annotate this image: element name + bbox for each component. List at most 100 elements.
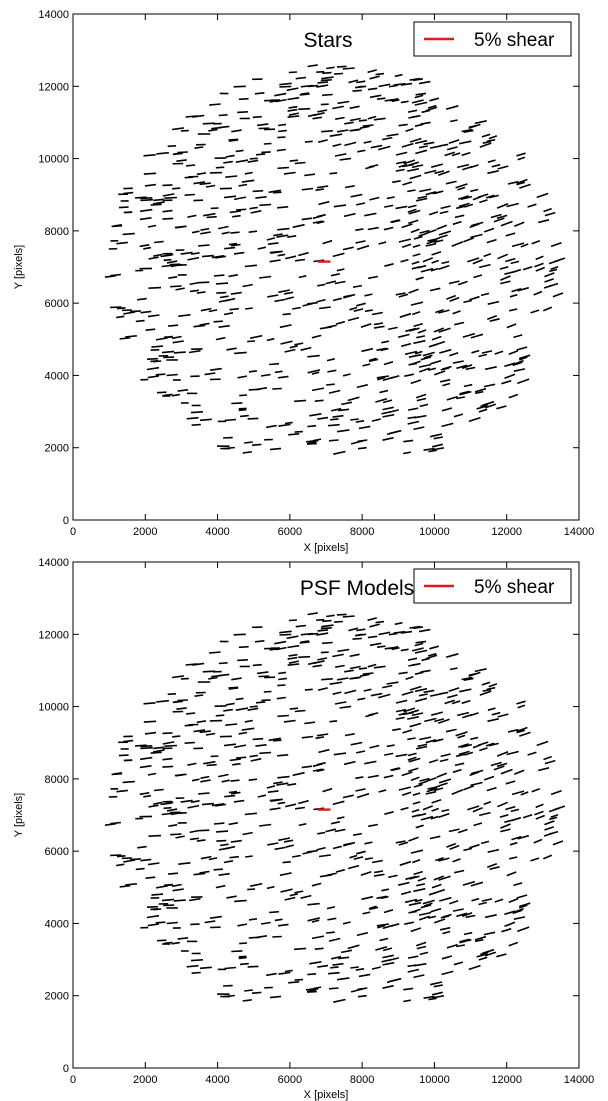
whisker — [208, 857, 218, 861]
whisker — [196, 839, 206, 842]
whisker — [496, 953, 507, 958]
whisker — [336, 613, 347, 616]
whisker — [116, 855, 126, 858]
whisker — [436, 224, 448, 230]
whisker — [511, 790, 525, 796]
whisker — [382, 399, 393, 404]
whisker — [436, 772, 448, 778]
whisker — [301, 217, 313, 221]
whisker — [358, 119, 368, 122]
whisker — [475, 390, 484, 395]
whisker — [382, 961, 395, 966]
whisker — [403, 987, 414, 991]
whisker — [415, 824, 424, 829]
whisker — [230, 231, 240, 234]
whisker — [445, 105, 459, 110]
whisker — [369, 906, 379, 911]
whisker — [307, 369, 321, 374]
whisker — [209, 103, 221, 106]
whisker — [535, 255, 544, 261]
whisker — [439, 691, 449, 695]
whisker — [429, 433, 443, 438]
whisker — [116, 315, 125, 319]
whisker — [404, 350, 418, 356]
whisker — [553, 257, 566, 263]
whisker — [335, 664, 345, 668]
x-tick-label: 0 — [70, 1074, 76, 1086]
whisker — [317, 964, 329, 968]
whisker — [311, 334, 322, 339]
whisker — [457, 163, 470, 169]
whisker — [411, 662, 421, 666]
whisker — [347, 944, 360, 950]
whisker — [408, 767, 419, 773]
whisker — [461, 363, 473, 370]
whisker — [267, 242, 279, 245]
whisker — [407, 752, 417, 757]
whisker — [294, 399, 307, 403]
whisker — [456, 912, 468, 918]
whisker — [445, 180, 457, 185]
whisker — [484, 366, 497, 371]
whisker — [321, 130, 333, 133]
whisker — [266, 424, 277, 429]
whisker — [333, 752, 347, 756]
whisker — [463, 847, 472, 852]
whisker — [116, 307, 126, 310]
whisker — [332, 962, 344, 966]
whisker — [143, 246, 152, 250]
whisker — [486, 686, 496, 691]
whisker — [230, 839, 242, 843]
whisker — [175, 225, 185, 229]
whisker — [388, 429, 402, 435]
whisker — [211, 674, 222, 678]
whisker — [266, 972, 277, 977]
whisker — [247, 965, 259, 968]
whisker — [423, 995, 435, 999]
whisker — [263, 142, 272, 145]
whisker — [311, 935, 325, 940]
whisker — [402, 729, 413, 734]
whisker — [317, 416, 329, 420]
whisker — [163, 806, 172, 810]
whisker — [454, 214, 465, 219]
whisker — [336, 816, 345, 820]
whisker — [123, 191, 134, 195]
whisker — [403, 159, 416, 165]
whisker — [173, 351, 186, 354]
whisker — [411, 808, 420, 813]
whisker — [373, 325, 385, 329]
whisker — [428, 211, 439, 216]
whisker — [143, 154, 156, 157]
whisker — [331, 407, 342, 412]
whisker — [285, 255, 297, 260]
whisker — [487, 170, 499, 175]
whisker — [458, 750, 470, 756]
whisker — [442, 930, 451, 935]
whisker — [382, 984, 394, 989]
whisker — [123, 311, 136, 315]
whisker — [463, 129, 474, 133]
y-tick-label: 12000 — [38, 629, 69, 641]
whisker — [428, 915, 436, 919]
whisker — [279, 82, 292, 86]
x-tick-label: 2000 — [133, 1074, 157, 1086]
whisker — [356, 931, 368, 937]
whisker — [266, 885, 275, 890]
whisker — [238, 956, 247, 960]
whisker — [484, 951, 497, 957]
whisker — [341, 949, 353, 954]
whisker — [407, 420, 420, 425]
whisker — [415, 640, 427, 644]
whisker — [429, 145, 441, 149]
whisker — [229, 758, 241, 762]
whisker — [315, 188, 325, 192]
whisker — [481, 898, 493, 902]
whisker — [279, 872, 292, 877]
whisker — [413, 414, 427, 419]
whisker — [332, 653, 344, 658]
whisker — [266, 237, 276, 241]
whisker — [384, 204, 394, 208]
whisker — [409, 77, 421, 81]
whisker — [423, 447, 435, 451]
